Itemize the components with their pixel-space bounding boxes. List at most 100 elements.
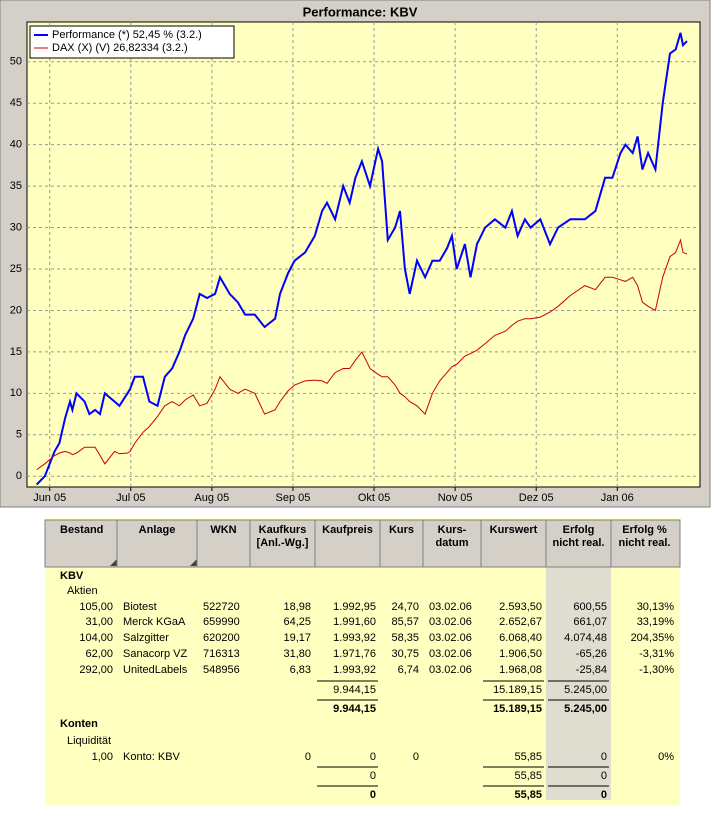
table-cell: 9.944,15 — [333, 703, 376, 715]
table-cell: 0 — [601, 751, 607, 763]
table-cell: 2.652,67 — [499, 616, 542, 628]
column-header: datum — [436, 537, 469, 549]
table-cell: 58,35 — [391, 632, 419, 644]
column-header: Erfolg — [563, 524, 595, 536]
table-cell: 105,00 — [79, 601, 113, 613]
table-cell: -65,26 — [576, 648, 607, 660]
table-cell: 716313 — [203, 648, 240, 660]
table-cell: 33,19% — [637, 616, 675, 628]
x-tick-label: Sep 05 — [276, 492, 311, 504]
sort-icon — [190, 559, 197, 566]
table-cell: 24,70 — [391, 601, 419, 613]
table-cell: 03.02.06 — [429, 601, 472, 613]
table-cell: -1,30% — [639, 664, 674, 676]
series-line — [36, 238, 688, 471]
table-cell: 292,00 — [79, 664, 113, 676]
sort-icon — [110, 559, 117, 566]
column-header: WKN — [210, 524, 236, 536]
y-tick-label: 15 — [10, 346, 22, 358]
column-header: Anlage — [139, 524, 176, 536]
table-cell: 55,85 — [514, 770, 542, 782]
x-tick-label: Jul 05 — [116, 492, 145, 504]
table-cell: 1.971,76 — [333, 648, 376, 660]
table-cell: UnitedLabels — [123, 664, 188, 676]
column-header: Kaufkurs — [259, 524, 307, 536]
column-header: Kaufpreis — [322, 524, 373, 536]
table-cell: Konto: KBV — [123, 751, 181, 763]
table-cell: 1.906,50 — [499, 648, 542, 660]
table-cell: Aktien — [67, 585, 98, 597]
table-cell: 6.068,40 — [499, 632, 542, 644]
chart-title: Performance: KBV — [303, 4, 418, 19]
y-tick-label: 0 — [16, 470, 22, 482]
table-cell: 548956 — [203, 664, 240, 676]
table-cell: 30,75 — [391, 648, 419, 660]
table-cell: Konten — [60, 718, 98, 730]
table-cell: Salzgitter — [123, 632, 169, 644]
table-cell: 6,83 — [290, 664, 311, 676]
table-cell: 620200 — [203, 632, 240, 644]
y-tick-label: 30 — [10, 221, 22, 233]
x-tick-label: Aug 05 — [194, 492, 229, 504]
column-header: nicht real. — [553, 537, 605, 549]
y-tick-label: 10 — [10, 387, 22, 399]
table-cell: 55,85 — [514, 751, 542, 763]
y-tick-label: 25 — [10, 263, 22, 275]
table-cell: 4.074,48 — [564, 632, 607, 644]
table-cell: 0% — [658, 751, 674, 763]
table-cell: 1.968,08 — [499, 664, 542, 676]
table-cell: 104,00 — [79, 632, 113, 644]
legend — [29, 25, 235, 59]
table-cell: 204,35% — [631, 632, 675, 644]
table-cell: 5.245,00 — [564, 684, 607, 696]
table-cell: 659990 — [203, 616, 240, 628]
table-cell: 0 — [413, 751, 419, 763]
table-cell: 03.02.06 — [429, 616, 472, 628]
table-cell: 1,00 — [92, 751, 113, 763]
column-header: Erfolg % — [622, 524, 667, 536]
y-tick-label: 35 — [10, 180, 22, 192]
x-tick-label: Nov 05 — [438, 492, 473, 504]
table-cell: KBV — [60, 570, 84, 582]
table-cell: 31,00 — [85, 616, 113, 628]
table-cell: 85,57 — [391, 616, 419, 628]
table-cell: 0 — [370, 770, 376, 782]
series-line — [35, 32, 688, 486]
table-cell: 31,80 — [283, 648, 311, 660]
table-cell: 5.245,00 — [564, 703, 607, 715]
table-cell: 1.993,92 — [333, 664, 376, 676]
y-tick-label: 5 — [16, 429, 22, 441]
table-cell: 55,85 — [514, 789, 542, 801]
table-cell: 0 — [601, 770, 607, 782]
table-cell: Biotest — [123, 601, 157, 613]
column-header: Kurs- — [438, 524, 467, 536]
table-cell: 522720 — [203, 601, 240, 613]
table-cell: Merck KGaA — [123, 616, 186, 628]
table-cell: 1.991,60 — [333, 616, 376, 628]
table-cell: 9.944,15 — [333, 684, 376, 696]
table-cell: 19,17 — [283, 632, 311, 644]
column-header: nicht real. — [619, 537, 671, 549]
shaded-column — [546, 567, 611, 800]
table-cell: 6,74 — [398, 664, 419, 676]
table-cell: 661,07 — [573, 616, 607, 628]
table-cell: Sanacorp VZ — [123, 648, 187, 660]
table-cell: 0 — [305, 751, 311, 763]
table-cell: 18,98 — [283, 601, 311, 613]
table-cell: 0 — [370, 751, 376, 763]
table-cell: 64,25 — [283, 616, 311, 628]
y-tick-label: 45 — [10, 97, 22, 109]
column-header: Kurs — [389, 524, 414, 536]
x-tick-label: Jun 05 — [33, 492, 66, 504]
column-header: [Anl.-Wg.] — [257, 537, 309, 549]
legend-label: Performance (*) 52,45 % (3.2.) — [52, 29, 202, 41]
table-cell: -25,84 — [576, 664, 607, 676]
table-cell: 1.992,95 — [333, 601, 376, 613]
y-tick-label: 50 — [10, 56, 22, 68]
table-cell: 1.993,92 — [333, 632, 376, 644]
table-cell: 03.02.06 — [429, 632, 472, 644]
y-tick-label: 40 — [10, 139, 22, 151]
table-cell: 2.593,50 — [499, 601, 542, 613]
table-cell: 15.189,15 — [493, 703, 542, 715]
table-cell: 30,13% — [637, 601, 675, 613]
